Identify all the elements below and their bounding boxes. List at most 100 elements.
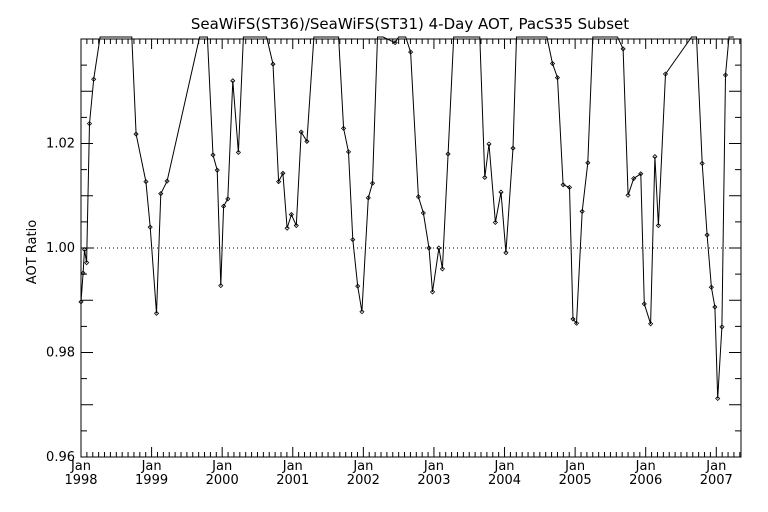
data-point — [641, 301, 647, 307]
x-tick-year-label: 2004 — [488, 473, 521, 488]
data-point — [715, 395, 721, 402]
data-point — [143, 179, 149, 185]
data-point — [573, 320, 580, 326]
x-tick-month-label: Jan — [211, 459, 232, 474]
data-point — [81, 247, 88, 253]
y-tick-label: 1.00 — [46, 241, 75, 256]
data-point — [276, 179, 282, 185]
series-line — [80, 36, 734, 399]
x-tick-year-label: 2000 — [206, 473, 239, 488]
y-tick-label: 0.98 — [46, 346, 75, 361]
data-point — [420, 210, 426, 216]
x-tick-month-label: Jan — [423, 459, 444, 474]
data-point — [164, 178, 170, 184]
data-point — [429, 289, 436, 295]
data-point — [648, 321, 654, 327]
data-point — [503, 250, 509, 256]
data-point — [655, 222, 661, 229]
data-points — [78, 40, 729, 402]
data-point — [235, 149, 241, 155]
data-point — [436, 245, 442, 251]
chart-title: SeaWiFS(ST36)/SeaWiFS(ST31) 4-Day AOT, P… — [191, 15, 629, 33]
x-tick-month-label: Jan — [705, 459, 726, 474]
x-tick-month-label: Jan — [494, 459, 515, 474]
data-point — [408, 49, 414, 55]
data-point — [350, 237, 356, 243]
data-point — [91, 76, 97, 82]
data-point — [218, 283, 224, 289]
x-axis-ticks: Jan1998Jan1999Jan2000Jan2001Jan2002Jan20… — [64, 39, 741, 488]
data-point — [549, 60, 556, 67]
data-point — [288, 211, 294, 218]
x-tick-year-label: 1998 — [64, 473, 97, 488]
data-point — [214, 167, 220, 173]
data-point — [439, 266, 445, 272]
data-point — [510, 145, 516, 151]
data-point — [392, 40, 398, 46]
data-point — [345, 149, 352, 155]
data-point — [560, 182, 566, 188]
x-tick-month-label: Jan — [352, 459, 373, 474]
data-point — [415, 194, 421, 200]
data-point — [585, 160, 591, 166]
x-tick-year-label: 1999 — [135, 473, 168, 488]
data-point — [147, 224, 153, 230]
data-point — [482, 174, 488, 181]
x-tick-month-label: Jan — [70, 459, 91, 474]
data-point — [638, 171, 644, 177]
x-tick-year-label: 2003 — [417, 473, 450, 488]
data-point — [84, 260, 90, 266]
data-point — [80, 270, 86, 276]
data-point — [225, 196, 231, 202]
data-point — [355, 283, 361, 289]
data-point — [708, 284, 714, 290]
data-point — [625, 192, 631, 198]
data-point — [210, 152, 216, 158]
data-point — [133, 131, 139, 137]
data-point — [566, 184, 573, 190]
data-point — [699, 160, 705, 166]
data-point — [426, 245, 432, 251]
x-tick-year-label: 2006 — [629, 473, 662, 488]
data-point — [369, 180, 376, 186]
data-point — [719, 324, 725, 330]
data-point — [652, 153, 658, 160]
data-point — [153, 310, 160, 316]
data-point — [284, 225, 290, 231]
x-tick-month-label: Jan — [635, 459, 656, 474]
x-tick-year-label: 2001 — [276, 473, 309, 488]
y-tick-label: 0.96 — [46, 450, 75, 465]
x-tick-month-label: Jan — [564, 459, 585, 474]
data-point — [86, 121, 93, 127]
data-point — [158, 191, 164, 197]
y-axis-ticks: 0.96 0.98 1.00 1.02 — [46, 38, 741, 465]
data-point — [554, 75, 561, 81]
data-point — [704, 232, 710, 238]
data-point — [631, 175, 637, 182]
x-tick-year-label: 2002 — [347, 473, 380, 488]
data-point — [270, 61, 276, 67]
data-point — [304, 138, 310, 144]
x-tick-year-label: 2007 — [700, 473, 733, 488]
data-point — [498, 189, 504, 195]
data-point — [341, 125, 347, 131]
y-tick-label: 1.02 — [46, 137, 75, 152]
data-point — [221, 203, 227, 209]
data-point — [365, 195, 371, 201]
data-point — [293, 222, 299, 229]
data-point — [298, 129, 304, 135]
data-point — [280, 170, 286, 176]
data-point — [712, 304, 718, 310]
data-point — [570, 316, 576, 322]
y-axis-label: AOT Ratio — [25, 220, 40, 284]
data-point — [486, 141, 492, 147]
x-tick-year-label: 2005 — [559, 473, 592, 488]
plot-frame — [80, 38, 742, 458]
x-tick-month-label: Jan — [282, 459, 303, 474]
data-point — [579, 208, 585, 214]
data-point — [359, 309, 365, 315]
data-point — [662, 71, 669, 77]
data-point — [492, 219, 498, 225]
data-point — [722, 72, 729, 78]
